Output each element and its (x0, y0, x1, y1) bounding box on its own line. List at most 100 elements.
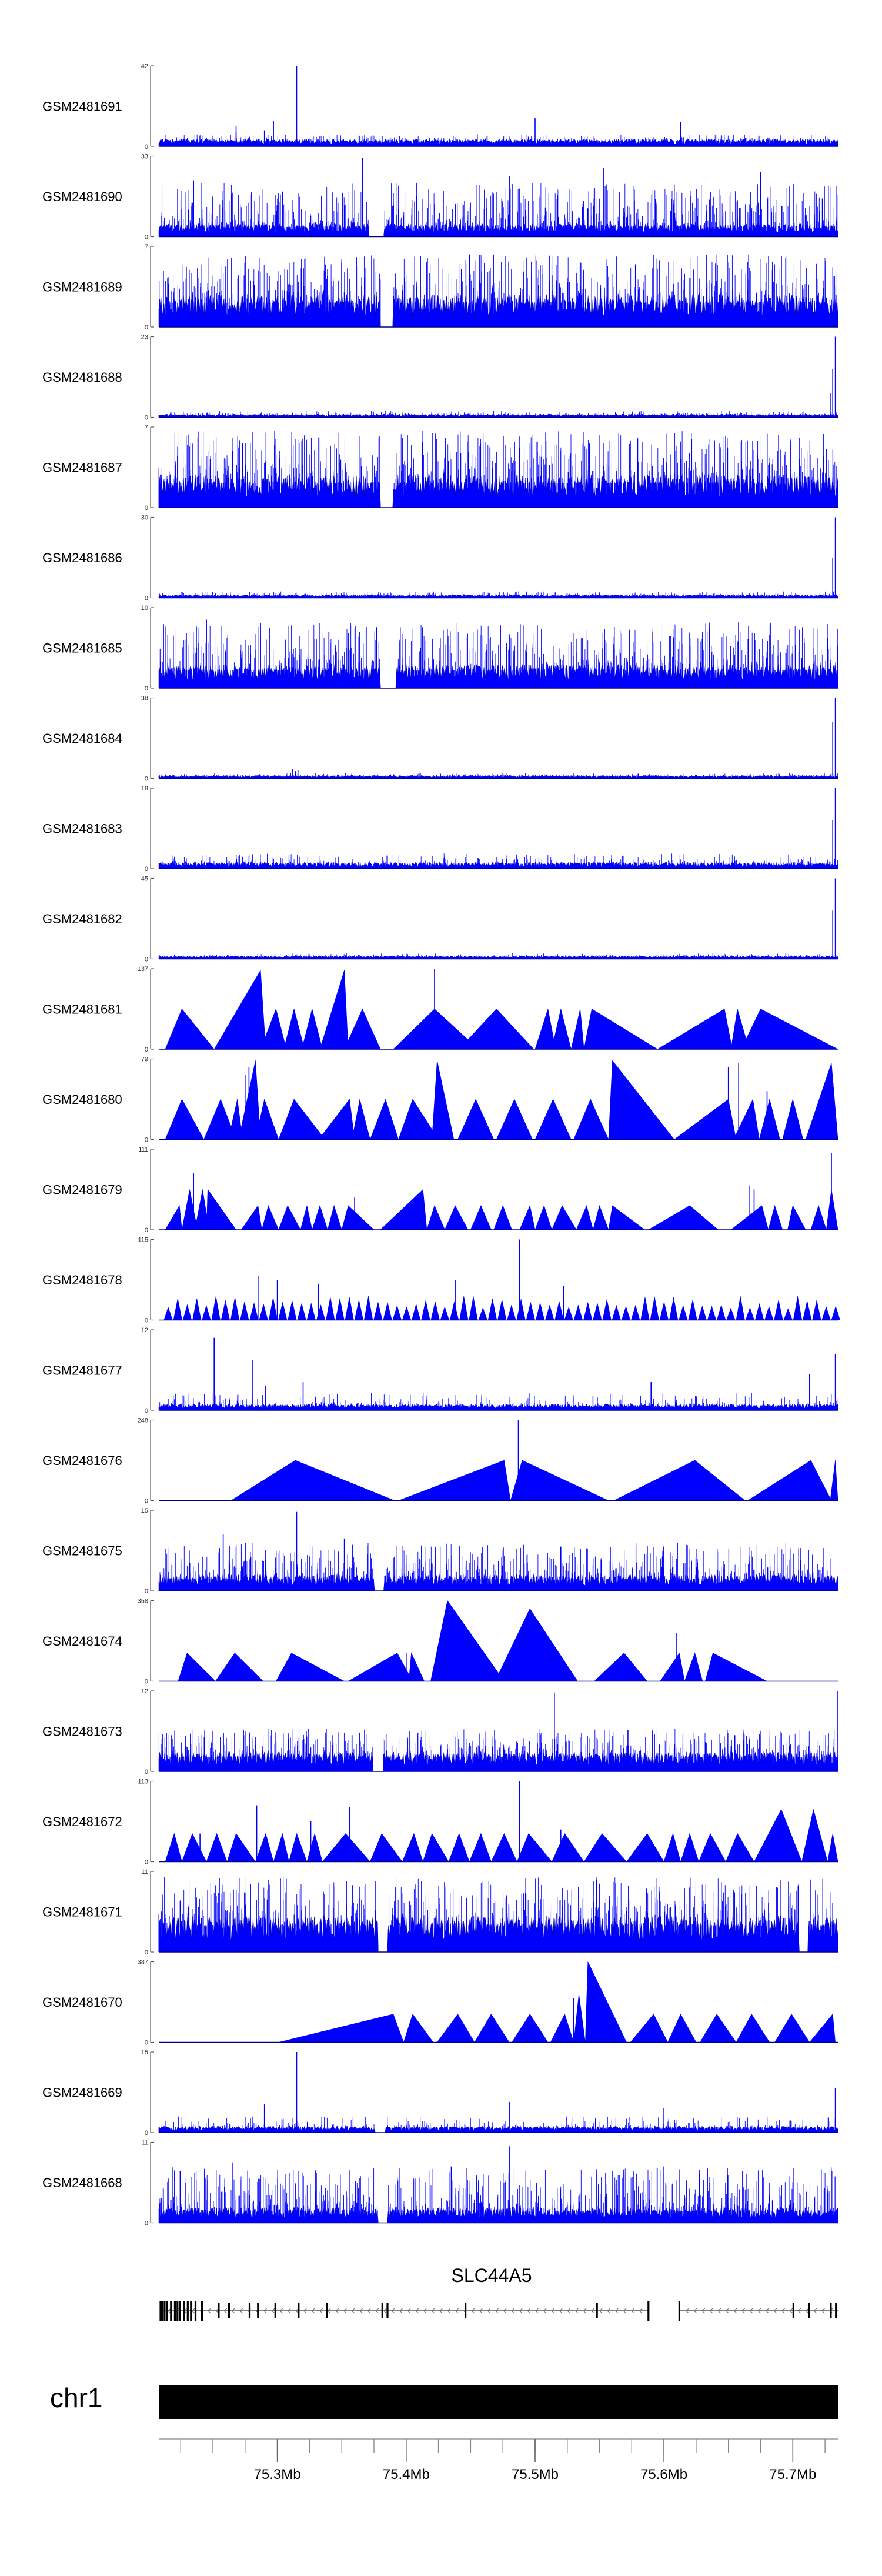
track-label: GSM2481689 (42, 280, 122, 295)
y-tick-label-max: 137 (138, 966, 148, 973)
coverage-peak (403, 2013, 434, 2043)
coverage-peak (215, 1653, 264, 1681)
coverage-peak (698, 1833, 726, 1862)
coverage-area (158, 2125, 838, 2133)
strand-arrow (471, 2308, 475, 2314)
track-GSM2481680: GSM2481680 79 0 (42, 1056, 838, 1144)
coverage-peak (181, 1833, 207, 1862)
coverage-peak (801, 1809, 828, 1862)
coverage-peak (585, 1961, 627, 2043)
gene-exon (298, 2303, 300, 2318)
coverage-peak (516, 1833, 553, 1862)
coverage-peak (552, 1009, 572, 1050)
strand-arrow (821, 2308, 825, 2314)
y-tick-label-max: 387 (138, 1959, 148, 1966)
strand-arrow (495, 2308, 499, 2314)
coverage-peak (301, 1009, 323, 1050)
gene-exon (194, 2301, 197, 2321)
track-GSM2481691: GSM2481691 42 0 (42, 63, 838, 151)
gene-exon (218, 2303, 220, 2318)
coverage-bars (159, 591, 837, 598)
y-tick-label-max: 42 (141, 63, 148, 70)
gene-exon (830, 2303, 832, 2318)
coverage-peak (341, 1205, 375, 1230)
gene-exon (166, 2301, 168, 2321)
coverage-peak (774, 2014, 810, 2043)
coverage-peak (782, 1099, 804, 1140)
strand-arrow (439, 2308, 443, 2314)
coverage-bars (158, 431, 838, 508)
coverage-peak (704, 1653, 767, 1681)
track-label: GSM2481680 (42, 1092, 122, 1107)
coverage-peak (809, 2013, 836, 2043)
coverage-peak (206, 1189, 237, 1230)
coverage-bars (158, 1729, 838, 1771)
track-label: GSM2481669 (42, 2086, 122, 2100)
coverage-peak (657, 1009, 733, 1050)
coverage-bars (159, 622, 838, 688)
coverage-peak (699, 2014, 737, 2043)
y-tick-label-max: 10 (141, 605, 148, 612)
coverage-bars (159, 134, 838, 146)
coverage-peak (278, 2014, 404, 2043)
track-label: GSM2481675 (42, 1544, 122, 1559)
y-tick-label-min: 0 (145, 1498, 148, 1505)
track-label: GSM2481682 (42, 912, 122, 926)
strand-arrow (757, 2308, 761, 2314)
coverage-peak (238, 1060, 261, 1140)
strand-arrow (399, 2308, 403, 2314)
strand-arrow (630, 2308, 635, 2314)
strand-arrow (813, 2308, 817, 2314)
track-GSM2481676: GSM2481676 248 0 (42, 1417, 838, 1505)
coverage-peak (318, 1099, 355, 1140)
strand-arrow (614, 2308, 619, 2314)
gene-exon (176, 2301, 179, 2321)
coverage-peak (787, 1205, 806, 1230)
strand-arrow (271, 2308, 275, 2314)
y-tick-label-max: 7 (145, 424, 148, 431)
y-tick-label-max: 18 (141, 785, 148, 792)
track-label: GSM2481687 (42, 461, 122, 475)
coverage-area (158, 475, 838, 508)
coverage-peak (348, 1653, 413, 1681)
track-label: GSM2481691 (42, 99, 122, 114)
coverage-peak (647, 1205, 719, 1230)
coverage-peak (283, 1009, 305, 1050)
strand-arrow (797, 2308, 801, 2314)
coverage-bars (158, 1877, 837, 1952)
coverage-bars (159, 953, 838, 959)
strand-arrow (519, 2308, 523, 2314)
coverage-peak (369, 1099, 399, 1140)
track-GSM2481682: GSM2481682 45 0 (42, 876, 838, 963)
y-tick-label-max: 11 (142, 2140, 148, 2147)
coverage-peak (344, 1008, 381, 1050)
strand-arrow (319, 2308, 323, 2314)
strand-arrow (559, 2308, 563, 2314)
strand-arrow (287, 2308, 291, 2314)
y-tick-label-max: 15 (141, 2049, 148, 2056)
y-tick-label-min: 0 (145, 2040, 148, 2047)
gene-exon (186, 2301, 189, 2321)
coverage-peak (165, 1833, 182, 1862)
strand-arrow (709, 2308, 713, 2314)
coverage-tracks: GSM2481691420GSM2481690330GSM248168970GS… (42, 63, 840, 2227)
coverage-peak (226, 1833, 256, 1862)
strand-arrow (431, 2308, 435, 2314)
track-GSM2481683: GSM2481683 18 0 (42, 785, 838, 873)
coverage-peak (673, 1099, 737, 1140)
coverage-peak (213, 969, 266, 1050)
y-tick-label-min: 0 (145, 1227, 148, 1234)
chromosome-ideogram-bar (159, 2385, 838, 2419)
strand-arrow (407, 2308, 411, 2314)
gene-exon (596, 2303, 598, 2318)
y-tick-label-min: 0 (145, 956, 148, 963)
strand-arrow (311, 2308, 315, 2314)
gene-exon (647, 2301, 650, 2321)
strand-arrow (741, 2308, 746, 2314)
strand-arrow (447, 2308, 451, 2314)
track-GSM2481687: GSM2481687 7 0 (42, 424, 838, 512)
strand-arrow (583, 2308, 587, 2314)
axis-tick-label: 75.4Mb (383, 2467, 430, 2482)
track-GSM2481674: GSM2481674 358 0 (42, 1598, 838, 1686)
coverage-bars (161, 182, 838, 237)
